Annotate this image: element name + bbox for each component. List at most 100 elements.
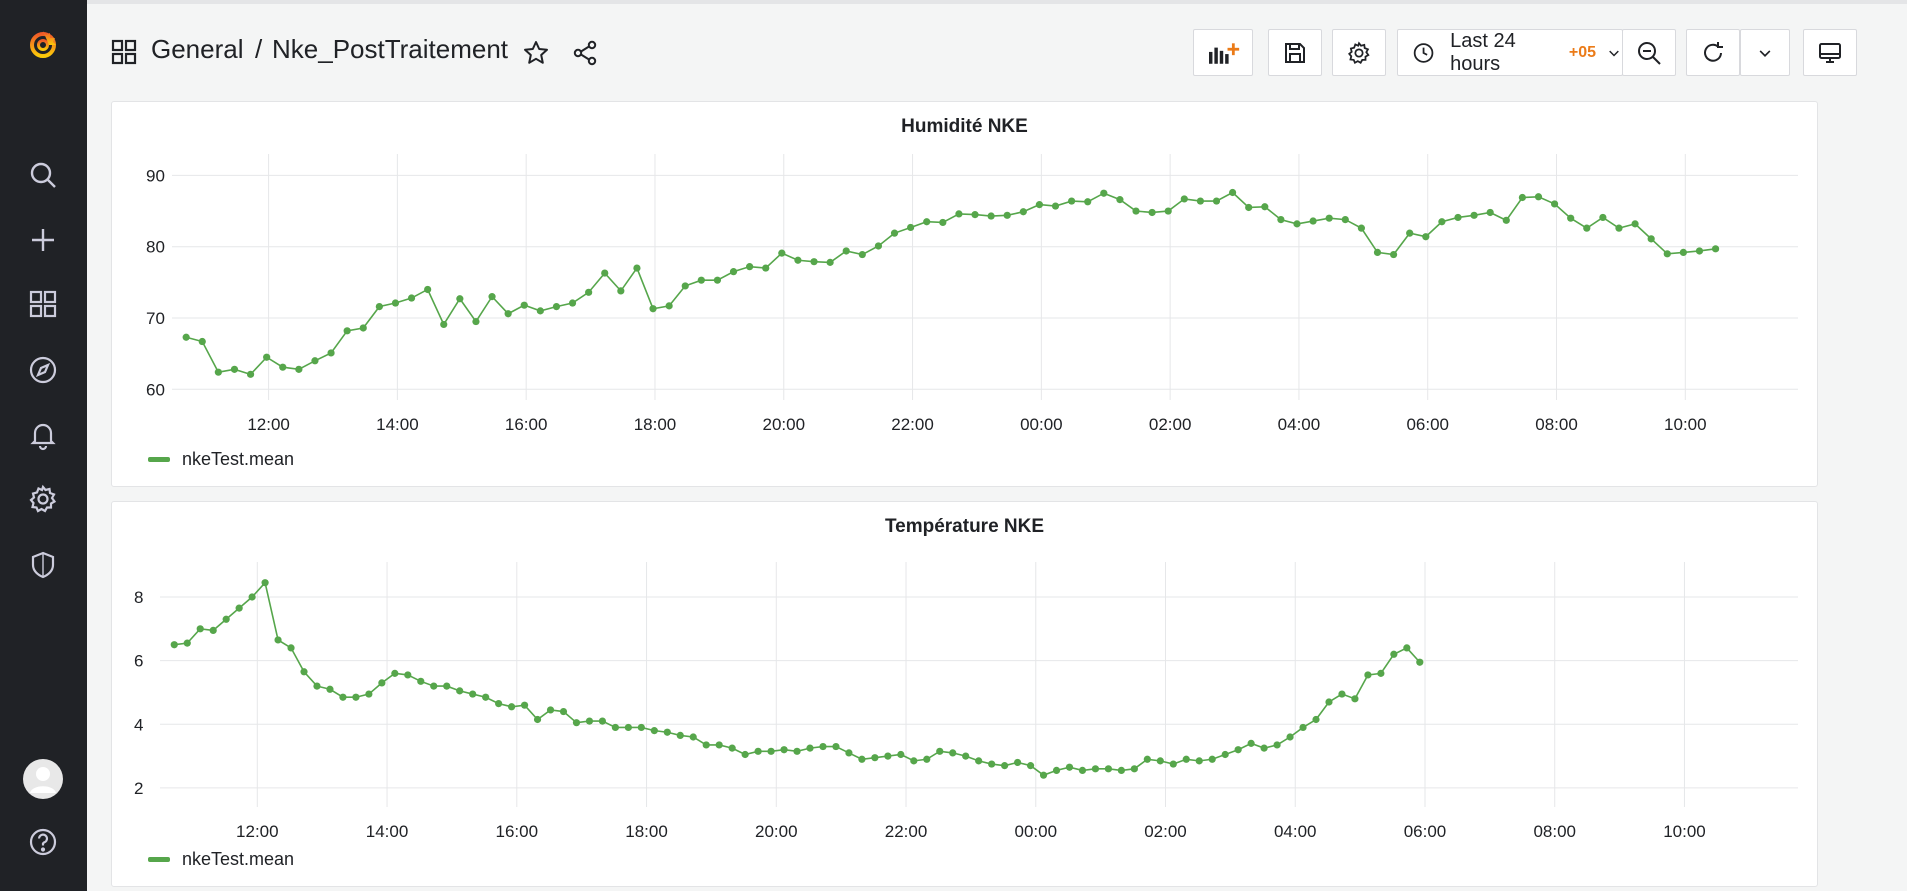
- share-icon[interactable]: [572, 40, 598, 66]
- alerting-bell-icon[interactable]: [23, 415, 63, 455]
- x-tick-label: 14:00: [376, 415, 419, 434]
- data-point: [196, 625, 204, 633]
- data-point: [1695, 247, 1704, 255]
- save-dashboard-button[interactable]: [1268, 29, 1322, 76]
- data-point: [697, 276, 705, 284]
- star-icon[interactable]: [523, 40, 549, 66]
- dashboard-settings-button[interactable]: [1332, 29, 1386, 76]
- humidity-chart[interactable]: 60 70 80 90 12:00 14:00 16:00 18:00 20:00 22:00 00…: [112, 102, 1819, 488]
- data-point: [552, 302, 561, 311]
- x-tick-label: 06:00: [1404, 822, 1447, 841]
- dashboards-icon[interactable]: [23, 284, 63, 324]
- y-tick-label: 70: [146, 309, 165, 328]
- data-point: [1169, 760, 1177, 768]
- data-point: [1373, 248, 1382, 256]
- data-point: [1091, 765, 1100, 773]
- chevron-down-icon: [1609, 50, 1619, 57]
- data-point: [533, 715, 542, 724]
- configuration-gear-icon[interactable]: [23, 479, 63, 519]
- data-point: [1182, 755, 1190, 763]
- data-point: [663, 728, 671, 736]
- data-point: [971, 211, 979, 219]
- data-point: [1351, 695, 1359, 703]
- temperature-chart[interactable]: 2 4 6 8 12:00 14:00 16:00 18:00 20:00 22:00 00:00 0…: [112, 502, 1819, 888]
- data-point: [975, 757, 983, 765]
- data-point: [746, 263, 754, 271]
- legend-swatch[interactable]: [148, 457, 170, 462]
- data-point: [1261, 203, 1269, 211]
- legend-series-label[interactable]: nkeTest.mean: [182, 849, 295, 869]
- data-point: [936, 747, 944, 755]
- legend-swatch[interactable]: [148, 857, 170, 862]
- data-point: [1389, 250, 1398, 259]
- time-range-picker[interactable]: Last 24 hours +05: [1397, 29, 1623, 76]
- data-point: [754, 747, 762, 755]
- tv-mode-button[interactable]: [1803, 29, 1857, 76]
- data-point: [339, 693, 347, 701]
- data-point: [955, 210, 963, 218]
- data-point: [665, 302, 673, 310]
- server-admin-shield-icon[interactable]: [23, 545, 63, 585]
- refresh-interval-dropdown[interactable]: [1740, 29, 1790, 76]
- breadcrumb-folder[interactable]: General: [151, 34, 244, 64]
- data-point: [230, 365, 239, 373]
- save-icon: [1285, 42, 1305, 63]
- data-point: [1583, 224, 1591, 232]
- panel-title[interactable]: Humidité NKE: [901, 116, 1028, 137]
- data-point: [1647, 235, 1655, 243]
- panel-temperature[interactable]: Température NKE 2 4 6 8 12:00 14:00 16:00 18:00…: [111, 501, 1818, 887]
- data-point: [884, 752, 892, 760]
- data-point: [1117, 766, 1125, 775]
- data-point: [313, 682, 321, 690]
- data-point: [988, 760, 996, 768]
- add-panel-button[interactable]: [1193, 29, 1253, 76]
- data-point: [365, 690, 373, 698]
- x-tick-label: 08:00: [1535, 415, 1578, 434]
- data-point: [1245, 203, 1253, 212]
- data-point: [1229, 188, 1237, 197]
- panel-humidity[interactable]: Humidité NKE 60 70 80 90 12:00 14:00 16:00 18:0…: [111, 101, 1818, 487]
- data-point: [559, 707, 568, 716]
- data-point: [287, 644, 295, 652]
- y-tick-label: 90: [146, 166, 165, 185]
- x-tick-label: 18:00: [634, 415, 677, 434]
- x-tick-label: 04:00: [1274, 822, 1317, 841]
- data-point: [1454, 213, 1462, 222]
- plus-icon[interactable]: [23, 220, 63, 260]
- user-avatar-icon[interactable]: [23, 759, 63, 799]
- data-point: [404, 671, 412, 679]
- search-icon[interactable]: [23, 155, 63, 195]
- data-point: [845, 749, 853, 757]
- grafana-logo-icon[interactable]: [23, 24, 63, 64]
- data-point: [488, 293, 496, 301]
- panel-title[interactable]: Température NKE: [884, 516, 1045, 537]
- data-point: [424, 285, 432, 294]
- data-point: [962, 752, 970, 760]
- data-point: [778, 249, 786, 257]
- data-point: [1148, 208, 1156, 217]
- legend-series-label[interactable]: nkeTest.mean: [182, 449, 295, 469]
- data-point: [1143, 755, 1151, 763]
- data-point: [375, 302, 383, 311]
- data-point: [624, 723, 632, 732]
- y-tick-label: 2: [134, 779, 143, 798]
- data-point: [729, 268, 738, 276]
- grid: [172, 154, 1798, 400]
- help-icon[interactable]: [23, 822, 63, 862]
- data-point: [1156, 757, 1164, 765]
- data-point: [1247, 739, 1255, 747]
- breadcrumb-dashboard-title[interactable]: Nke_PostTraitement: [272, 34, 509, 64]
- data-point: [504, 310, 512, 318]
- data-point: [1357, 224, 1365, 232]
- data-point: [1195, 757, 1203, 765]
- data-point: [1260, 744, 1268, 752]
- data-point: [585, 717, 594, 725]
- data-point: [1180, 195, 1188, 203]
- refresh-button[interactable]: [1686, 29, 1740, 76]
- data-point: [923, 755, 931, 763]
- explore-compass-icon[interactable]: [23, 350, 63, 390]
- data-point: [246, 370, 255, 378]
- y-tick-label: 6: [134, 652, 143, 671]
- chart-legend: nkeTest.mean: [148, 449, 294, 470]
- zoom-out-button[interactable]: [1622, 29, 1676, 76]
